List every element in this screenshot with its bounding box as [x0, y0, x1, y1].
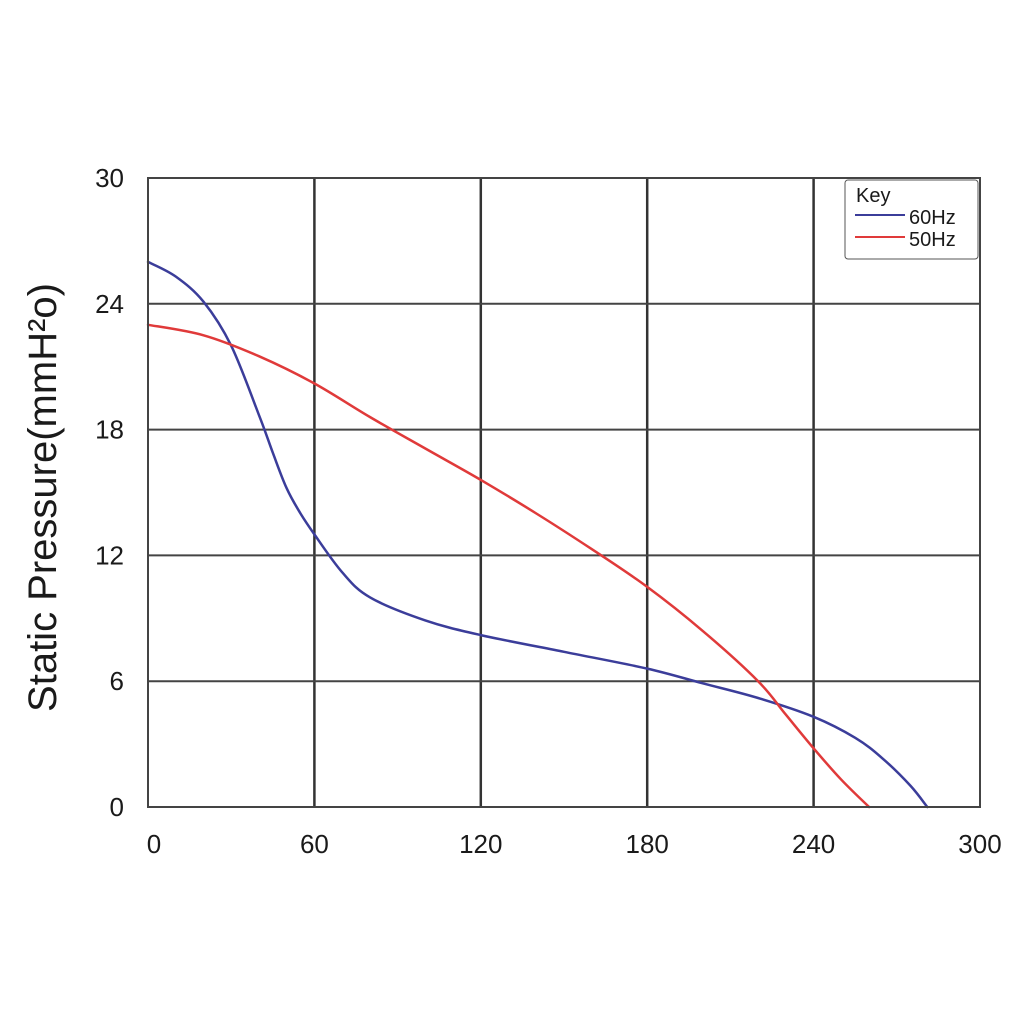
y-axis-label: Static Pressure(mmH²o) [21, 283, 65, 712]
legend-label-60hz: 60Hz [909, 207, 956, 229]
x-tick-label: 60 [300, 829, 329, 859]
plot-frame [147, 177, 981, 808]
y-tick-label: 24 [95, 289, 124, 319]
series-line-50hz [146, 323, 871, 809]
y-tick-label: 12 [95, 540, 124, 570]
legend-title: Key [856, 185, 890, 207]
legend-box [844, 179, 979, 260]
x-axis-ticks: 0 60 120 180 240 300 [147, 829, 1002, 859]
series-line-60hz [146, 260, 929, 809]
x-tick-label: 0 [147, 829, 161, 859]
grid [148, 178, 980, 807]
series-group [146, 260, 929, 809]
y-tick-label: 18 [95, 415, 124, 445]
x-tick-label: 180 [626, 829, 669, 859]
y-tick-label: 30 [95, 163, 124, 193]
x-tick-label: 300 [958, 829, 1001, 859]
legend-label-50hz: 50Hz [909, 229, 956, 251]
y-tick-label: 0 [110, 792, 124, 822]
y-axis-ticks: 0 6 12 18 24 30 [95, 163, 124, 822]
y-tick-label: 6 [110, 666, 124, 696]
x-tick-label: 240 [792, 829, 835, 859]
x-tick-label: 120 [459, 829, 502, 859]
